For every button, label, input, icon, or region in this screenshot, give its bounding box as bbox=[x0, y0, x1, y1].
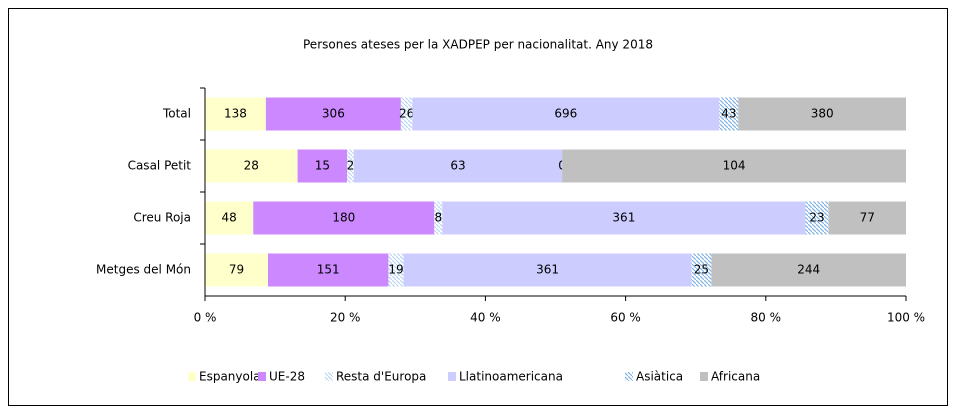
data-label: 48 bbox=[221, 211, 236, 225]
data-label: 25 bbox=[694, 263, 709, 277]
legend-label: Asiàtica bbox=[636, 370, 683, 384]
y-tick-label: Creu Roja bbox=[133, 211, 191, 225]
data-label: 244 bbox=[797, 263, 820, 277]
data-label: 23 bbox=[809, 211, 824, 225]
legend-swatch bbox=[188, 372, 196, 381]
bar-segment bbox=[711, 253, 906, 287]
bar-segment bbox=[805, 201, 829, 235]
data-label: 104 bbox=[723, 159, 746, 173]
legend-swatch bbox=[625, 372, 633, 381]
data-label: 79 bbox=[229, 263, 244, 277]
bar-segment bbox=[253, 201, 435, 235]
legend-label: Llatinoamericana bbox=[459, 370, 563, 384]
y-tick-label: Metges del Món bbox=[96, 263, 191, 277]
data-label: 138 bbox=[224, 107, 247, 121]
x-tick-label: 0 % bbox=[194, 311, 217, 325]
data-label: 63 bbox=[450, 159, 465, 173]
bar-segment bbox=[205, 149, 298, 183]
bar-segment bbox=[205, 253, 269, 287]
data-label: 19 bbox=[388, 263, 403, 277]
bar-segment bbox=[562, 149, 906, 183]
x-tick-label: 40 % bbox=[470, 311, 501, 325]
data-label: 15 bbox=[315, 159, 330, 173]
data-label: 151 bbox=[317, 263, 340, 277]
x-tick-label: 20 % bbox=[330, 311, 361, 325]
bar-segment bbox=[347, 149, 354, 183]
data-label: 43 bbox=[721, 107, 736, 121]
legend-swatch bbox=[325, 372, 333, 381]
y-tick-label: Total bbox=[162, 107, 191, 121]
bar-segment bbox=[297, 149, 348, 183]
data-label: 361 bbox=[612, 211, 635, 225]
data-label: 8 bbox=[435, 211, 443, 225]
data-label: 77 bbox=[860, 211, 875, 225]
bar-segment bbox=[828, 201, 906, 235]
bar-segment bbox=[388, 253, 404, 287]
data-label: 380 bbox=[811, 107, 834, 121]
data-label: 26 bbox=[399, 107, 414, 121]
data-label: 696 bbox=[554, 107, 577, 121]
bar-segment bbox=[434, 201, 443, 235]
bar-segment bbox=[412, 97, 720, 131]
bar-segment bbox=[719, 97, 739, 131]
legend-swatch bbox=[448, 372, 456, 381]
bar-segment bbox=[738, 97, 906, 131]
data-label: 180 bbox=[332, 211, 355, 225]
bar-segment bbox=[353, 149, 563, 183]
bar-segment bbox=[205, 97, 266, 131]
legend-swatch bbox=[258, 372, 266, 381]
legend-label: Resta d'Europa bbox=[336, 370, 426, 384]
bar-segment bbox=[265, 97, 401, 131]
x-tick-label: 60 % bbox=[610, 311, 641, 325]
data-label: 28 bbox=[244, 159, 259, 173]
bar-segment bbox=[400, 97, 413, 131]
bar-segment bbox=[442, 201, 806, 235]
legend-label: Africana bbox=[711, 370, 760, 384]
bar-segment bbox=[691, 253, 712, 287]
bar-segment bbox=[205, 201, 254, 235]
bar-segment bbox=[268, 253, 389, 287]
data-label: 306 bbox=[322, 107, 345, 121]
legend-swatch bbox=[700, 372, 708, 381]
y-tick-label: Casal Petit bbox=[128, 159, 192, 173]
legend-label: UE-28 bbox=[269, 370, 305, 384]
data-label: 361 bbox=[536, 263, 559, 277]
x-tick-label: 80 % bbox=[751, 311, 782, 325]
legend-label: Espanyola bbox=[199, 370, 261, 384]
bar-segment bbox=[403, 253, 692, 287]
chart-title: Persones ateses per la XADPEP per nacion… bbox=[303, 38, 653, 52]
x-tick-label: 100 % bbox=[887, 311, 925, 325]
data-label: 2 bbox=[347, 159, 355, 173]
